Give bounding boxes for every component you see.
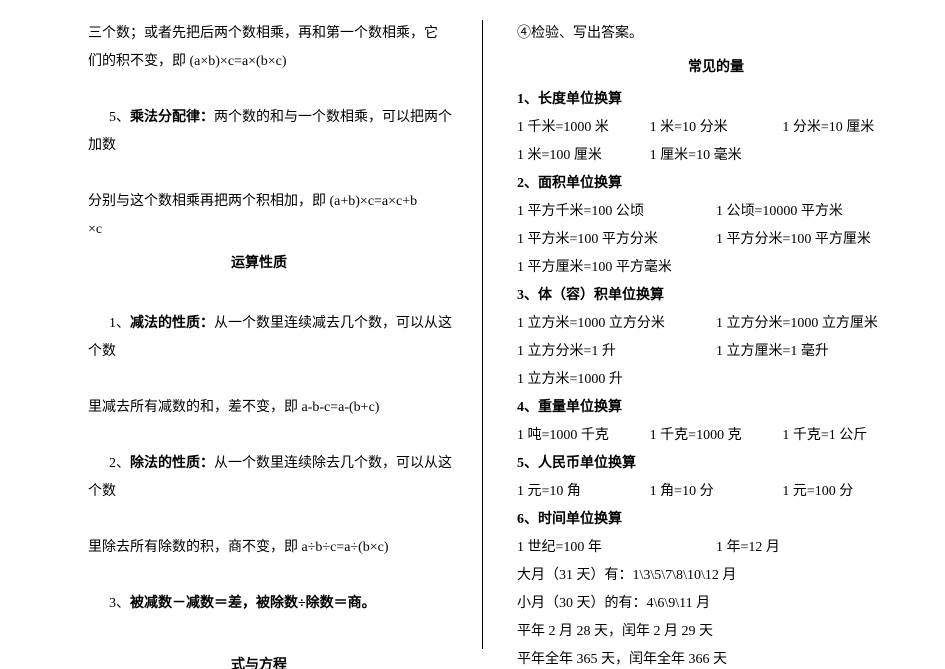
- money-r1-c2: 1 角=10 分: [650, 478, 783, 506]
- length-title: 1、长度单位换算: [517, 86, 915, 114]
- vol-r2-c2: 1 立方厘米=1 毫升: [716, 338, 915, 366]
- time-row-2: 大月（31 天）有：1\3\5\7\8\10\12 月: [517, 562, 915, 590]
- document-page: 三个数；或者先把后两个数相乘，再和第一个数相乘，它 们的积不变，即 (a×b)×…: [0, 0, 945, 669]
- sub-label: 1、: [109, 316, 130, 331]
- len-r1-c3: 1 分米=10 厘米: [782, 114, 915, 142]
- wt-r1-c2: 1 千克=1000 克: [650, 422, 783, 450]
- len-r1-c1: 1 千米=1000 米: [517, 114, 650, 142]
- vol-row-2: 1 立方分米=1 升 1 立方厘米=1 毫升: [517, 338, 915, 366]
- wt-r1-c1: 1 吨=1000 千克: [517, 422, 650, 450]
- section-title-quantities: 常见的量: [517, 54, 915, 82]
- area-r2-c1: 1 平方米=100 平方分米: [517, 226, 716, 254]
- assoc-law-cont-1: 三个数；或者先把后两个数相乘，再和第一个数相乘，它: [60, 20, 458, 48]
- len-r1-c2: 1 米=10 分米: [650, 114, 783, 142]
- weight-title: 4、重量单位换算: [517, 394, 915, 422]
- area-title: 2、面积单位换算: [517, 170, 915, 198]
- vol-r2-c1: 1 立方分米=1 升: [517, 338, 716, 366]
- area-row-1: 1 平方千米=100 公顷 1 公顷=10000 平方米: [517, 198, 915, 226]
- time-row-1: 1 世纪=100 年 1 年=12 月: [517, 534, 915, 562]
- area-row-2: 1 平方米=100 平方分米 1 平方分米=100 平方厘米: [517, 226, 915, 254]
- area-row-3: 1 平方厘米=100 平方毫米: [517, 254, 915, 282]
- dist-law: 5、乘法分配律：两个数的和与一个数相乘，可以把两个加数: [60, 76, 458, 188]
- dist-law-line3: ×c: [60, 216, 458, 244]
- time-row-4: 平年 2 月 28 天，闰年 2 月 29 天: [517, 618, 915, 646]
- money-title: 5、人民币单位换算: [517, 450, 915, 478]
- subtraction-property: 1、减法的性质：从一个数里连续减去几个数，可以从这个数: [60, 282, 458, 394]
- length-row-1: 1 千米=1000 米 1 米=10 分米 1 分米=10 厘米: [517, 114, 915, 142]
- sub-bold: 减法的性质：: [130, 316, 214, 331]
- division-property-line2: 里除去所有除数的积，商不变，即 a÷b÷c=a÷(b×c): [60, 534, 458, 562]
- wt-row-1: 1 吨=1000 千克 1 千克=1000 克 1 千克=1 公斤: [517, 422, 915, 450]
- right-column: ④检验、写出答案。 常见的量 1、长度单位换算 1 千米=1000 米 1 米=…: [483, 20, 915, 649]
- left-column: 三个数；或者先把后两个数相乘，再和第一个数相乘，它 们的积不变，即 (a×b)×…: [60, 20, 483, 649]
- wt-r1-c3: 1 千克=1 公斤: [782, 422, 915, 450]
- eq-label: 3、: [109, 596, 130, 611]
- vol-row-3: 1 立方米=1000 升: [517, 366, 915, 394]
- area-r1-c1: 1 平方千米=100 公顷: [517, 198, 716, 226]
- app-step-4: ④检验、写出答案。: [517, 20, 915, 48]
- div-label: 2、: [109, 456, 130, 471]
- eq-bold: 被减数－减数＝差，被除数÷除数＝商。: [130, 596, 376, 611]
- division-property: 2、除法的性质：从一个数里连续除去几个数，可以从这个数: [60, 422, 458, 534]
- vol-r1-c2: 1 立方分米=1000 立方厘米: [716, 310, 915, 338]
- assoc-law-cont-2: 们的积不变，即 (a×b)×c=a×(b×c): [60, 48, 458, 76]
- volume-title: 3、体（容）积单位换算: [517, 282, 915, 310]
- dist-law-line2: 分别与这个数相乘再把两个积相加，即 (a+b)×c=a×c+b: [60, 188, 458, 216]
- section-title-equations: 式与方程: [60, 652, 458, 669]
- time-r1-c1: 1 世纪=100 年: [517, 534, 716, 562]
- div-bold: 除法的性质：: [130, 456, 214, 471]
- section-title-properties: 运算性质: [60, 250, 458, 278]
- money-row-1: 1 元=10 角 1 角=10 分 1 元=100 分: [517, 478, 915, 506]
- area-r2-c2: 1 平方分米=100 平方厘米: [716, 226, 915, 254]
- time-row-3: 小月（30 天）的有：4\6\9\11 月: [517, 590, 915, 618]
- area-r1-c2: 1 公顷=10000 平方米: [716, 198, 915, 226]
- money-r1-c1: 1 元=10 角: [517, 478, 650, 506]
- len-r2-spacer: [782, 142, 915, 170]
- len-r2-c1: 1 米=100 厘米: [517, 142, 650, 170]
- time-row-5: 平年全年 365 天，闰年全年 366 天: [517, 646, 915, 669]
- vol-r1-c1: 1 立方米=1000 立方分米: [517, 310, 716, 338]
- dist-label: 5、: [109, 110, 130, 125]
- vol-row-1: 1 立方米=1000 立方分米 1 立方分米=1000 立方厘米: [517, 310, 915, 338]
- money-r1-c3: 1 元=100 分: [782, 478, 915, 506]
- dist-bold: 乘法分配律：: [130, 110, 214, 125]
- len-r2-c2: 1 厘米=10 毫米: [650, 142, 783, 170]
- time-r1-c2: 1 年=12 月: [716, 534, 915, 562]
- subtraction-property-line2: 里减去所有减数的和，差不变，即 a-b-c=a-(b+c): [60, 394, 458, 422]
- time-title: 6、时间单位换算: [517, 506, 915, 534]
- length-row-2: 1 米=100 厘米 1 厘米=10 毫米: [517, 142, 915, 170]
- equation-property: 3、被减数－减数＝差，被除数÷除数＝商。: [60, 562, 458, 646]
